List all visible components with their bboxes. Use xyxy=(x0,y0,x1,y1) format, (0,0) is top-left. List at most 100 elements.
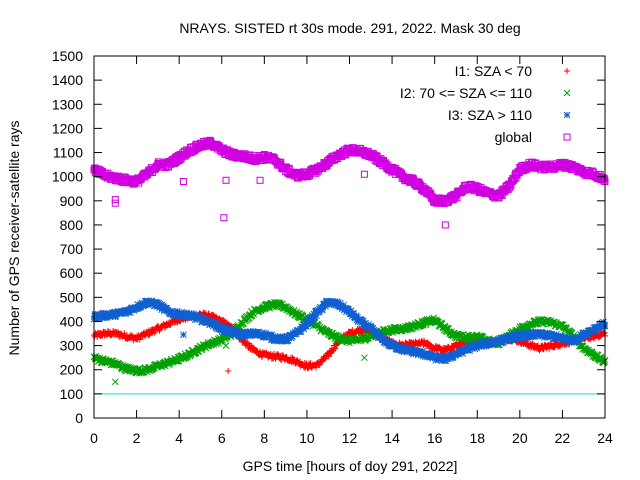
outlier-point-i1 xyxy=(257,351,264,358)
outlier-point-global xyxy=(360,170,368,178)
series-i3 xyxy=(90,297,609,365)
data-point-i3 xyxy=(575,336,582,344)
data-point-i1 xyxy=(540,346,547,353)
data-point-i3 xyxy=(435,356,443,363)
data-point-i3 xyxy=(433,352,441,360)
data-point-i3 xyxy=(168,307,176,315)
data-point-i3 xyxy=(214,320,222,328)
data-point-i1 xyxy=(435,343,442,350)
outlier-point-global xyxy=(111,199,119,207)
data-point-i3 xyxy=(205,316,212,323)
outlier-point-i1 xyxy=(225,367,232,374)
y-tick-label: 800 xyxy=(60,217,84,233)
data-point-i3 xyxy=(374,334,382,342)
data-point-i3 xyxy=(92,312,99,320)
data-point-i3 xyxy=(303,323,310,330)
data-point-i3 xyxy=(337,299,344,307)
data-point-i3 xyxy=(111,308,119,316)
data-point-i3 xyxy=(313,312,320,319)
x-tick-label: 4 xyxy=(175,430,183,446)
x-axis-label: GPS time [hours of doy 291, 2022] xyxy=(243,458,458,474)
data-point-i2 xyxy=(119,361,127,369)
data-point-i1 xyxy=(296,358,303,365)
legend-label-i1: I1: SZA < 70 xyxy=(455,63,533,79)
data-point-i1 xyxy=(205,310,212,317)
x-tick-label: 6 xyxy=(218,430,226,446)
legend-marker-i1 xyxy=(564,68,570,74)
y-tick-label: 300 xyxy=(60,338,84,354)
data-point-i3 xyxy=(175,313,183,320)
data-point-i3 xyxy=(101,310,109,317)
legend-marker-global xyxy=(563,133,571,141)
x-tick-label: 10 xyxy=(299,430,315,446)
legend-marker-i2 xyxy=(563,89,571,97)
data-point-i3 xyxy=(348,312,356,320)
data-point-i3 xyxy=(544,334,552,341)
legend-label-i3: I3: SZA > 110 xyxy=(448,107,532,123)
data-point-i3 xyxy=(600,318,607,326)
data-point-i3 xyxy=(506,337,514,345)
data-point-i3 xyxy=(284,337,292,344)
outlier-point-global xyxy=(222,176,230,184)
data-point-i1 xyxy=(325,353,332,360)
data-point-i3 xyxy=(279,333,287,341)
x-tick-label: 24 xyxy=(597,430,613,446)
data-point-i3 xyxy=(137,303,145,311)
legend-label-i2: I2: 70 <= SZA <= 110 xyxy=(400,85,532,101)
data-point-i3 xyxy=(100,309,107,317)
data-point-i1 xyxy=(220,317,227,324)
data-point-i3 xyxy=(345,306,352,313)
data-point-i3 xyxy=(428,350,435,358)
data-point-i1 xyxy=(601,329,608,336)
data-point-i3 xyxy=(419,348,426,355)
data-point-i3 xyxy=(158,306,165,313)
data-point-i3 xyxy=(391,341,399,349)
data-point-i3 xyxy=(318,306,326,313)
data-point-i3 xyxy=(400,348,408,356)
x-tick-label: 14 xyxy=(384,430,400,446)
data-point-i1 xyxy=(94,333,101,340)
chart-title: NRAYS. SISTED rt 30s mode. 291, 2022. Ma… xyxy=(179,20,520,36)
x-tick-label: 2 xyxy=(133,430,141,446)
data-point-i3 xyxy=(200,314,208,322)
data-point-i3 xyxy=(466,347,474,354)
series-layer xyxy=(90,136,609,386)
y-tick-label: 1200 xyxy=(52,120,83,136)
outlier-point-global xyxy=(441,221,449,229)
x-tick-label: 16 xyxy=(427,430,443,446)
data-point-i1 xyxy=(333,342,340,349)
outlier-point-global xyxy=(179,177,187,185)
y-tick-label: 500 xyxy=(60,289,84,305)
data-point-i3 xyxy=(112,312,120,320)
data-point-i3 xyxy=(509,336,516,344)
data-point-i3 xyxy=(601,321,608,329)
legend-label-global: global xyxy=(495,129,532,145)
data-point-i3 xyxy=(593,326,601,334)
outlier-point-i2 xyxy=(222,342,230,349)
data-point-i3 xyxy=(288,334,295,342)
y-tick-label: 1000 xyxy=(52,169,83,185)
data-point-i1 xyxy=(332,345,339,352)
data-point-i1 xyxy=(550,344,557,351)
y-tick-label: 600 xyxy=(60,265,84,281)
data-point-i3 xyxy=(93,315,101,322)
outlier-point-global xyxy=(256,176,264,184)
data-point-i3 xyxy=(502,333,510,341)
y-tick-label: 900 xyxy=(60,193,84,209)
outlier-point-i3 xyxy=(410,349,417,357)
x-tick-label: 12 xyxy=(342,430,358,446)
x-tick-label: 20 xyxy=(512,430,528,446)
data-point-i3 xyxy=(322,303,329,310)
data-point-i3 xyxy=(226,325,234,333)
outlier-point-i2 xyxy=(111,378,119,386)
data-point-global xyxy=(426,189,434,197)
y-tick-label: 1400 xyxy=(52,72,83,88)
ticks-layer: 0100200300400500600700800900100011001200… xyxy=(52,48,613,446)
x-tick-label: 22 xyxy=(555,430,571,446)
data-point-i3 xyxy=(475,342,483,350)
y-tick-label: 0 xyxy=(75,410,83,426)
data-point-i3 xyxy=(360,322,368,329)
outlier-point-global xyxy=(111,196,119,204)
y-tick-label: 1500 xyxy=(52,48,83,64)
